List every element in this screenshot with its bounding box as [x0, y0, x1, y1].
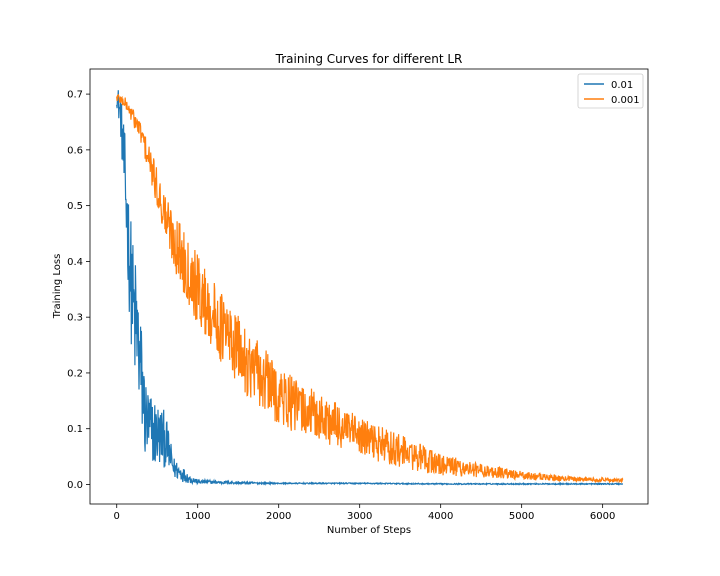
series-line-0.001: [116, 93, 624, 484]
legend-label-0.01: 0.01: [611, 80, 633, 91]
x-tick-label: 0: [114, 511, 120, 522]
x-tick-label: 2000: [266, 511, 291, 522]
x-axis-ticks: 0 1000 2000 3000 4000 5000 6000: [114, 504, 615, 522]
chart-title: Training Curves for different LR: [275, 52, 463, 66]
y-tick-label: 0.6: [67, 145, 83, 156]
x-tick-label: 1000: [185, 511, 210, 522]
y-tick-label: 0.1: [67, 424, 83, 435]
x-tick-label: 5000: [509, 511, 534, 522]
y-axis-label: Training Loss: [52, 254, 63, 320]
legend-label-0.001: 0.001: [611, 95, 640, 106]
series-layer: [116, 90, 624, 487]
axes-frame: [89, 68, 649, 505]
y-tick-label: 0.3: [67, 313, 83, 324]
x-tick-label: 6000: [590, 511, 615, 522]
y-tick-label: 0.0: [67, 480, 83, 491]
plot-area: [89, 68, 649, 505]
legend: 0.01 0.001: [577, 73, 644, 109]
y-tick-label: 0.2: [67, 368, 83, 379]
x-tick-label: 4000: [428, 511, 453, 522]
series-line-0.01: [116, 90, 623, 487]
y-tick-label: 0.4: [67, 257, 83, 268]
y-tick-label: 0.5: [67, 201, 83, 212]
y-tick-label: 0.7: [67, 90, 83, 101]
x-axis-label: Number of Steps: [327, 525, 411, 536]
x-tick-label: 3000: [347, 511, 372, 522]
y-axis-ticks: 0.0 0.1 0.2 0.3 0.4 0.5 0.6 0.7: [67, 90, 90, 491]
